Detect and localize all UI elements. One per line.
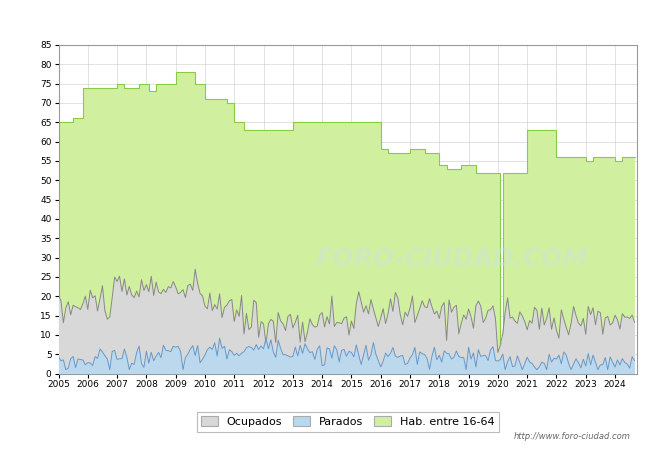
Text: FORO-CIUDAD.COM: FORO-CIUDAD.COM <box>316 247 588 270</box>
Text: Fulleda - Evolucion de la poblacion en edad de Trabajar Septiembre de 2024: Fulleda - Evolucion de la poblacion en e… <box>99 14 551 27</box>
Legend: Ocupados, Parados, Hab. entre 16-64: Ocupados, Parados, Hab. entre 16-64 <box>197 412 499 432</box>
Text: http://www.foro-ciudad.com: http://www.foro-ciudad.com <box>514 432 630 441</box>
